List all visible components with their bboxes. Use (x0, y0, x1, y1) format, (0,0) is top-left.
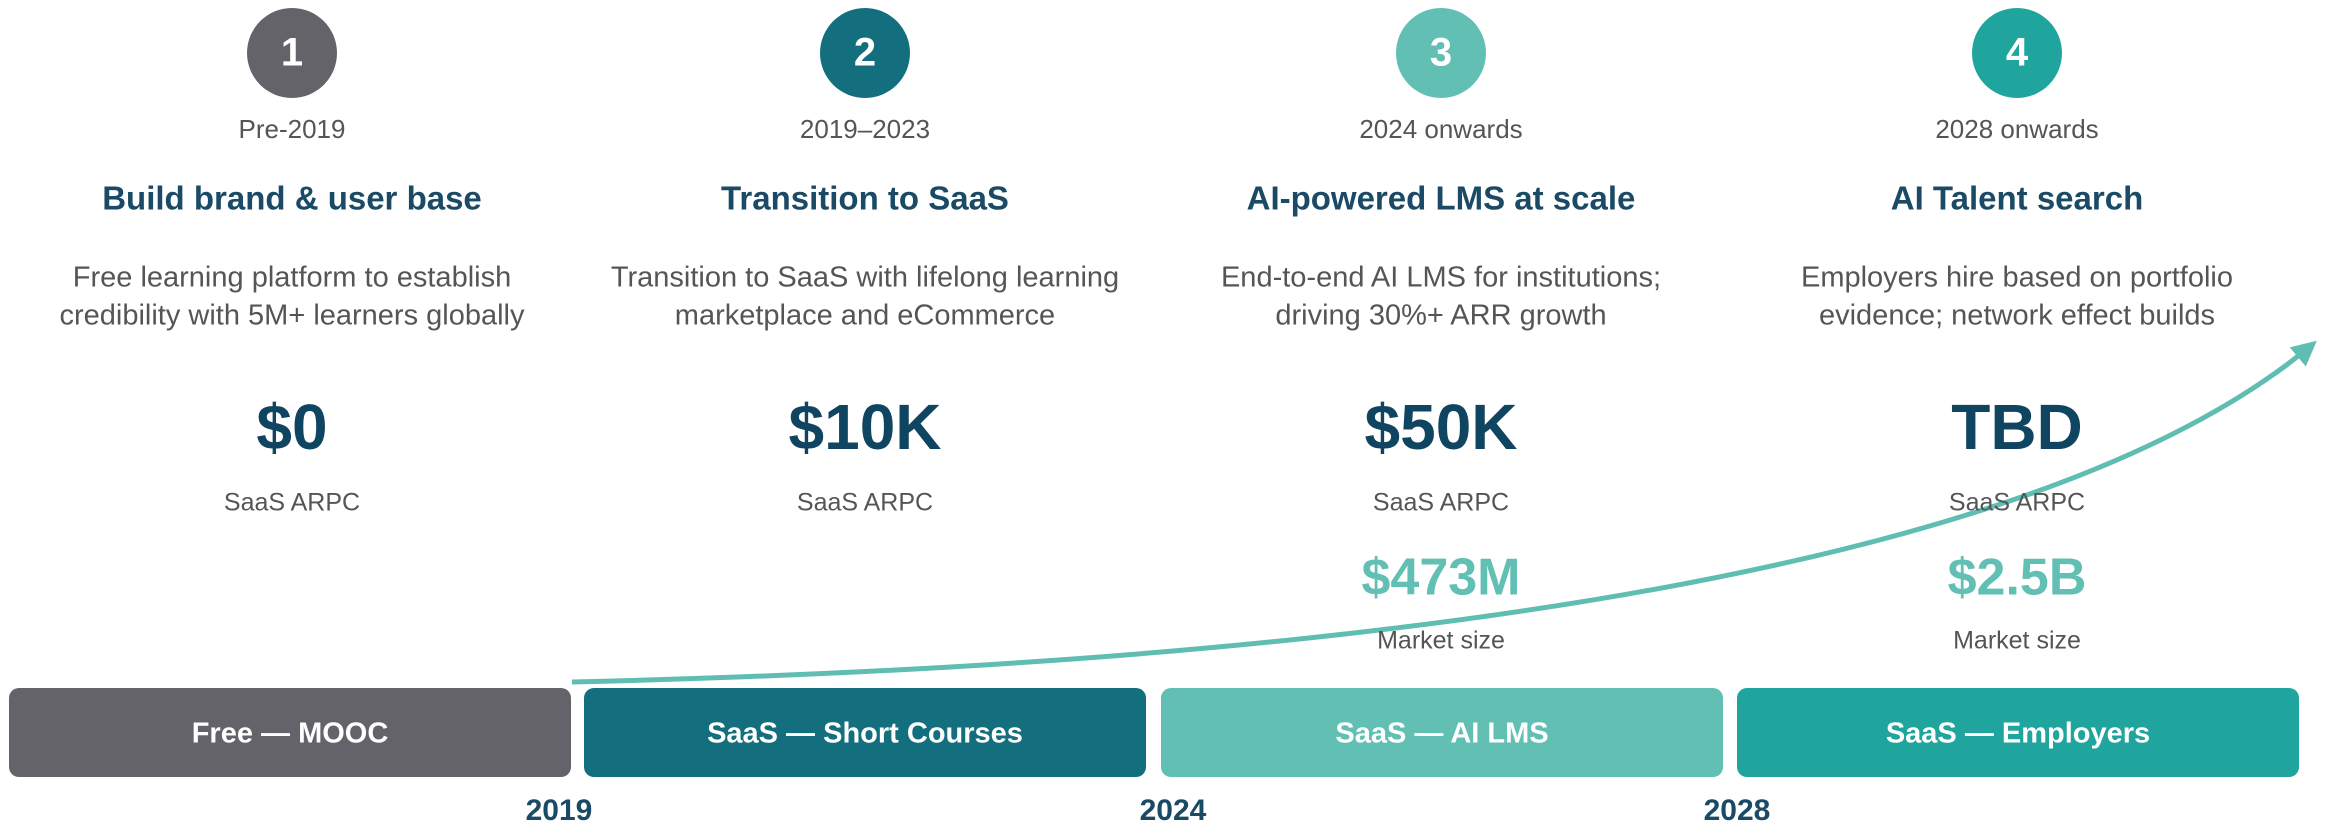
stage-title: AI Talent search (1891, 180, 2143, 217)
market-label: Market size (1953, 627, 2081, 655)
phase-bar (9, 688, 571, 777)
stage-title: AI-powered LMS at scale (1247, 180, 1636, 217)
stage-description: driving 30%+ ARR growth (1275, 300, 1606, 332)
year-label: 2028 (1704, 794, 1771, 827)
stage-period: 2024 onwards (1359, 114, 1522, 144)
arpc-value: $50K (1365, 391, 1518, 463)
arpc-label: SaaS ARPC (1373, 489, 1509, 517)
phase-bar (584, 688, 1146, 777)
stage-description: End-to-end AI LMS for institutions; (1221, 262, 1661, 294)
stage-description: evidence; network effect builds (1819, 300, 2215, 332)
stage-description: Employers hire based on portfolio (1801, 262, 2233, 294)
stage-number-circle (247, 8, 337, 98)
stage-number: 4 (2006, 31, 2029, 75)
stage-number: 1 (281, 31, 303, 75)
stage-number-circle (1396, 8, 1486, 98)
stage-number: 2 (854, 31, 876, 75)
stage-number-circle (820, 8, 910, 98)
stage-title: Build brand & user base (102, 180, 482, 217)
year-label: 2019 (526, 794, 593, 827)
phase-label: Free — MOOC (192, 718, 389, 750)
arpc-label: SaaS ARPC (1949, 489, 2085, 517)
market-size: $2.5B (1948, 549, 2087, 607)
stage-description: credibility with 5M+ learners globally (59, 300, 525, 332)
arpc-value: TBD (1951, 391, 2083, 463)
arpc-value: $10K (789, 391, 942, 463)
phase-label: SaaS — AI LMS (1335, 718, 1548, 750)
market-label: Market size (1377, 627, 1505, 655)
stage-title: Transition to SaaS (721, 180, 1009, 217)
phase-bar (1161, 688, 1723, 777)
year-label: 2024 (1140, 794, 1207, 827)
stage-description: marketplace and eCommerce (675, 300, 1055, 332)
stage-period: 2028 onwards (1935, 114, 2098, 144)
stage-description: Free learning platform to establish (73, 262, 511, 294)
phase-label: SaaS — Employers (1886, 718, 2150, 750)
phase-bar (1737, 688, 2299, 777)
growth-arrow (571, 340, 2317, 685)
stage-period: 2019–2023 (800, 114, 930, 144)
market-size: $473M (1362, 549, 1521, 607)
phase-label: SaaS — Short Courses (707, 718, 1023, 750)
stage-period: Pre-2019 (239, 114, 346, 144)
stage-number-circle (1972, 8, 2062, 98)
arpc-label: SaaS ARPC (224, 489, 360, 517)
arpc-label: SaaS ARPC (797, 489, 933, 517)
stage-number: 3 (1430, 31, 1452, 75)
arpc-value: $0 (256, 391, 327, 463)
stage-description: Transition to SaaS with lifelong learnin… (611, 262, 1119, 294)
